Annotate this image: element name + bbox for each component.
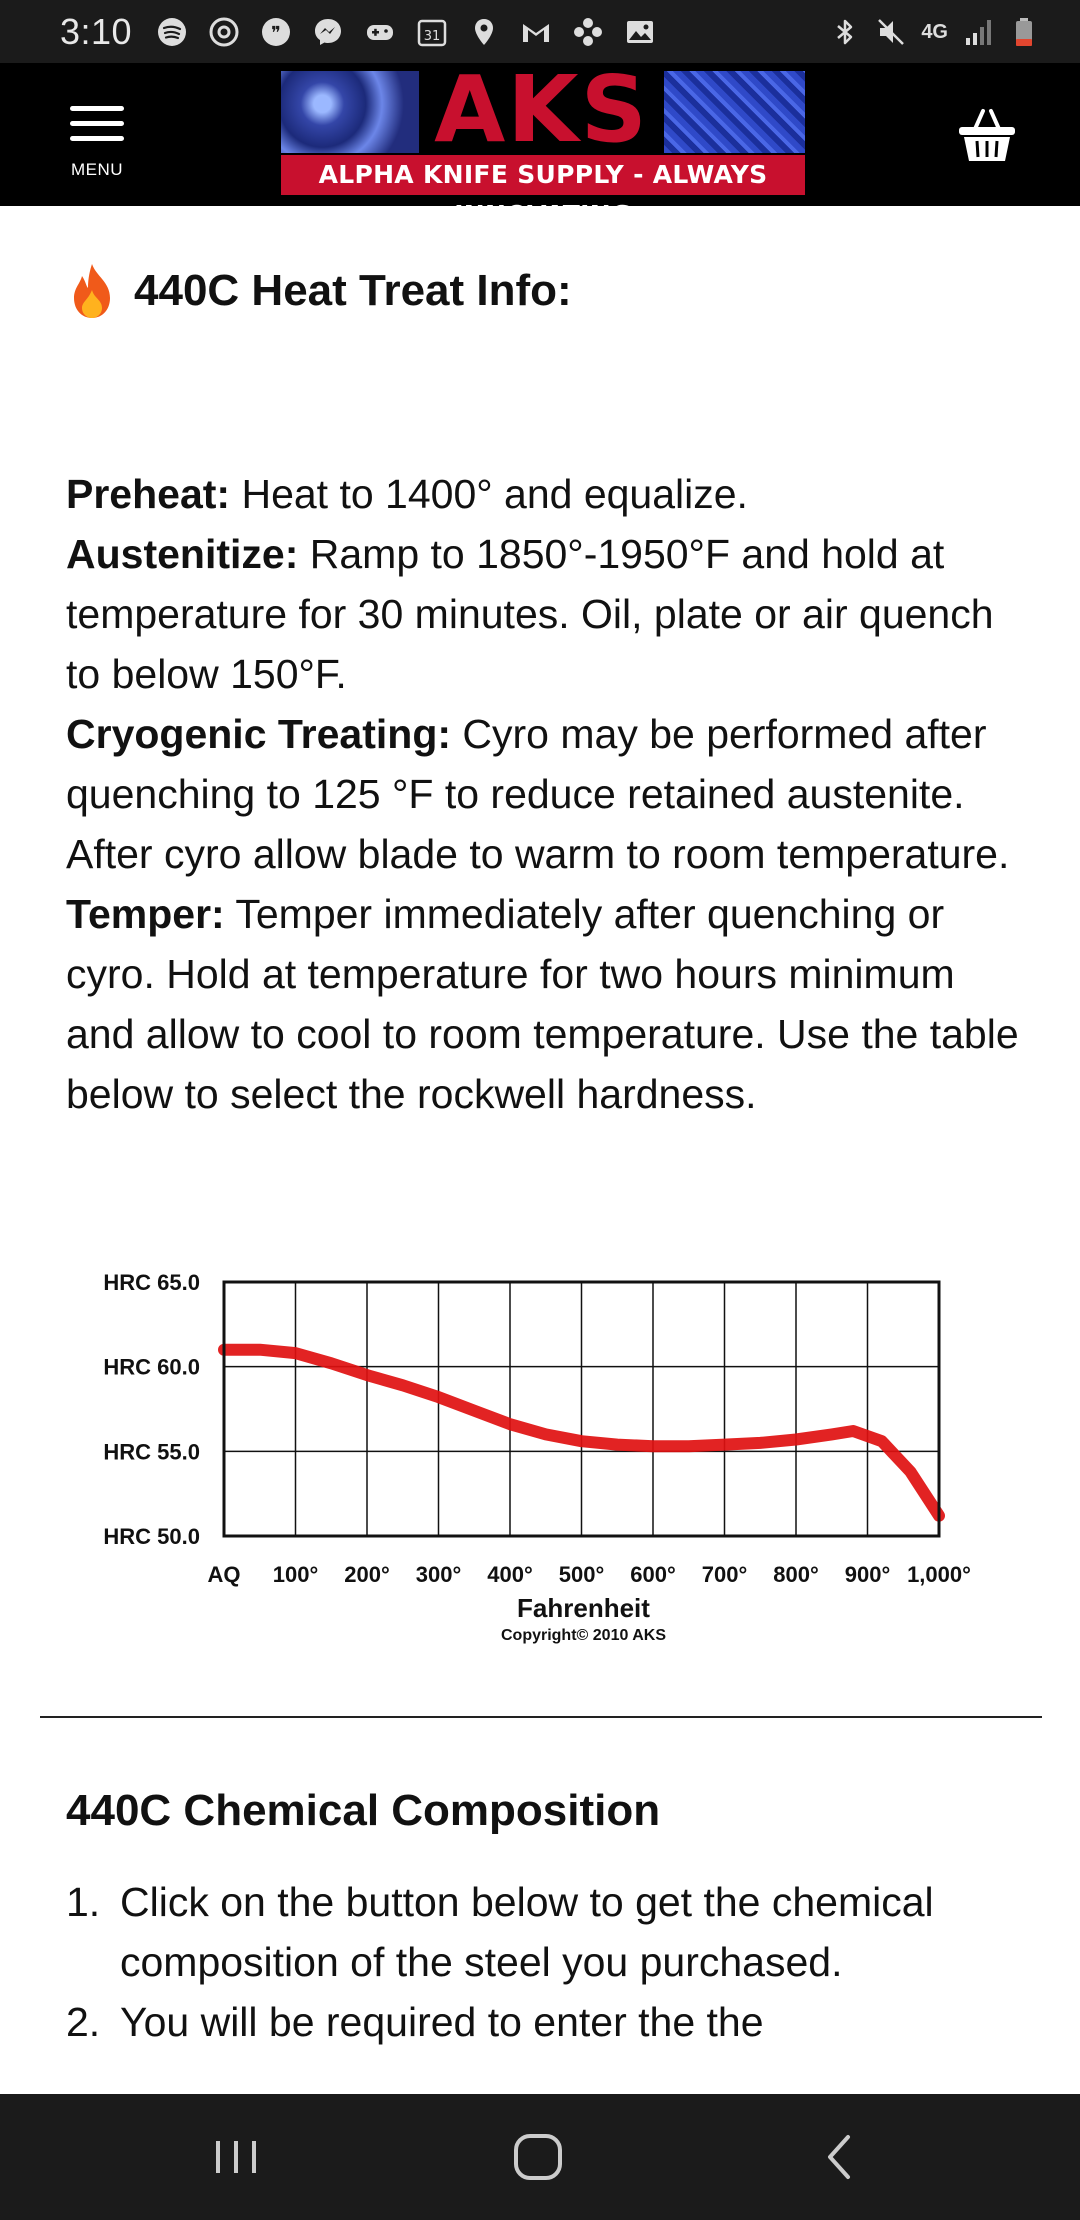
step-text: Heat to 1400° and equalize. — [230, 471, 748, 517]
sync-icon — [208, 16, 240, 48]
list-item: 1. Click on the button below to get the … — [66, 1872, 1016, 1992]
site-logo[interactable]: AKS ALPHA KNIFE SUPPLY - ALWAYS INNOVATI… — [281, 64, 805, 229]
gallery-icon — [624, 16, 656, 48]
bluetooth-icon — [829, 16, 861, 48]
system-icons: 4G — [829, 16, 1040, 48]
step-temper: Temper: Temper immediately after quenchi… — [66, 884, 1026, 1124]
back-button[interactable] — [810, 2132, 870, 2182]
notification-icons: ❞ 31 — [156, 16, 656, 48]
logo-right-pattern — [664, 71, 805, 153]
step-text: Cyro may be performed after quenching to… — [66, 711, 1010, 877]
series-line — [218, 1343, 945, 1522]
section-divider — [40, 1716, 1042, 1718]
x-tick-label: 600° — [630, 1562, 676, 1587]
location-icon — [468, 16, 500, 48]
gamepad-icon — [364, 16, 396, 48]
step-label: Temper: — [66, 891, 225, 937]
pinwheel-icon — [572, 16, 604, 48]
chemical-steps-list: 1. Click on the button below to get the … — [66, 1872, 1016, 2052]
step-preheat: Preheat: Heat to 1400° and equalize. — [66, 464, 1026, 524]
home-icon — [514, 2134, 562, 2180]
messenger-icon — [312, 16, 344, 48]
x-tick-label: 700° — [702, 1562, 748, 1587]
y-tick-label: HRC 55.0 — [103, 1439, 200, 1464]
list-text: Click on the button below to get the che… — [120, 1879, 934, 1985]
step-cryogenic: Cryogenic Treating: Cyro may be performe… — [66, 704, 1026, 884]
cart-button[interactable] — [955, 103, 1019, 167]
fire-icon — [74, 264, 110, 318]
list-text: You will be required to enter the the — [120, 1999, 764, 2045]
home-button[interactable] — [508, 2132, 568, 2182]
x-tick-label: 100° — [273, 1562, 319, 1587]
x-axis-label: Fahrenheit — [517, 1593, 650, 1623]
hamburger-icon — [70, 106, 124, 111]
menu-button[interactable]: MENU — [52, 101, 142, 191]
spotify-icon — [156, 16, 188, 48]
logo-tagline: ALPHA KNIFE SUPPLY - ALWAYS INNOVATING — [281, 155, 805, 229]
back-icon — [828, 2135, 850, 2179]
calendar-icon: 31 — [416, 16, 448, 48]
x-tick-label: 500° — [559, 1562, 605, 1587]
recent-apps-button[interactable] — [206, 2132, 266, 2182]
svg-text:31: 31 — [424, 29, 441, 44]
list-number: 2. — [66, 1999, 101, 2045]
menu-label: MENU — [70, 160, 124, 179]
chart-copyright: Copyright© 2010 AKS — [501, 1627, 666, 1644]
quote-icon: ❞ — [260, 16, 292, 48]
x-tick-label: 300° — [416, 1562, 462, 1587]
x-tick-label: AQ — [208, 1562, 241, 1587]
network-type-label: 4G — [921, 20, 948, 43]
chemical-composition-heading: 440C Chemical Composition — [66, 1786, 661, 1835]
mute-icon — [875, 16, 907, 48]
plot-frame — [222, 1280, 941, 1538]
signal-icon — [962, 16, 994, 48]
step-text: Temper immediately after quenching or cy… — [66, 891, 1019, 1117]
step-text: Ramp to 1850°-1950°F and hold at tempera… — [66, 531, 994, 697]
hardness-chart-svg: HRC 65.0 HRC 60.0 HRC 55.0 HRC 50.0 AQ 100° 20… — [103, 1270, 971, 1644]
x-tick-label: 900° — [845, 1562, 891, 1587]
list-item: 2. You will be required to enter the the — [66, 1992, 1016, 2052]
system-nav-bar — [0, 2094, 1080, 2220]
x-tick-label: 1,000° — [907, 1562, 971, 1587]
y-tick-label: HRC 60.0 — [103, 1355, 200, 1380]
logo-brand: AKS — [434, 56, 649, 163]
y-tick-label: HRC 65.0 — [103, 1270, 200, 1295]
step-austenitize: Austenitize: Ramp to 1850°-1950°F and ho… — [66, 524, 1026, 704]
recent-apps-icon — [216, 2141, 256, 2173]
hamburger-icon-bar — [70, 136, 124, 141]
list-number: 1. — [66, 1879, 101, 1925]
logo-left-pattern — [281, 71, 419, 153]
hardness-chart: HRC 65.0 HRC 60.0 HRC 55.0 HRC 50.0 AQ 100° 20… — [0, 1256, 1080, 1876]
step-label: Preheat: — [66, 471, 231, 517]
battery-icon — [1008, 16, 1040, 48]
basket-icon — [959, 109, 1015, 161]
step-label: Cryogenic Treating: — [66, 711, 452, 757]
hamburger-icon-bar — [70, 121, 124, 126]
site-header: MENU AKS ALPHA KNIFE SUPPLY - ALWAYS INN… — [0, 63, 1080, 229]
x-tick-label: 400° — [487, 1562, 533, 1587]
status-bar: 3:10 ❞ 31 — [0, 0, 1080, 63]
heat-treat-heading: 440C Heat Treat Info: — [66, 262, 572, 320]
heat-treat-steps: Preheat: Heat to 1400° and equalize. Aus… — [66, 464, 1026, 1124]
heat-treat-title: 440C Heat Treat Info: — [134, 266, 572, 315]
step-label: Austenitize: — [66, 531, 299, 577]
y-tick-label: HRC 50.0 — [103, 1524, 200, 1549]
svg-text:❞: ❞ — [271, 23, 281, 44]
x-tick-label: 200° — [344, 1562, 390, 1587]
gmail-icon — [520, 16, 552, 48]
status-time: 3:10 — [60, 10, 133, 52]
x-tick-label: 800° — [773, 1562, 819, 1587]
